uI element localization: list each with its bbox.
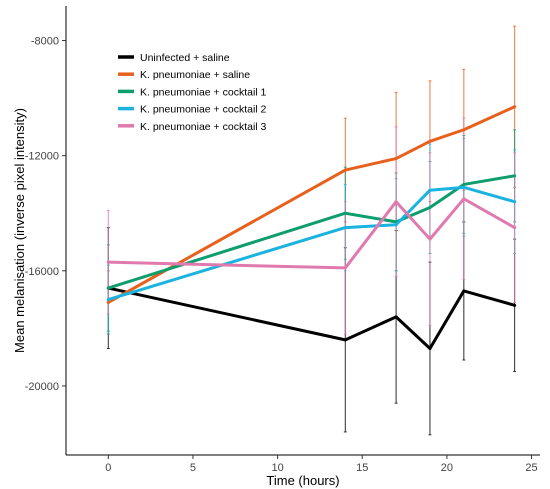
x-tick-label: 10 xyxy=(271,462,283,474)
x-axis-title: Time (hours) xyxy=(266,473,339,488)
data-point xyxy=(394,223,398,227)
legend-label: K. pneumoniae + cocktail 1 xyxy=(140,86,267,98)
x-tick-label: 5 xyxy=(190,462,196,474)
legend-label: K. pneumoniae + saline xyxy=(140,69,250,81)
data-point xyxy=(513,303,517,307)
data-point xyxy=(106,286,110,290)
data-point xyxy=(343,266,347,270)
data-point xyxy=(394,315,398,319)
legend-label: K. pneumoniae + cocktail 3 xyxy=(140,121,267,133)
data-point xyxy=(513,174,517,178)
series-line xyxy=(106,105,517,304)
series-lines xyxy=(106,105,517,351)
legend-label: Uninfected + saline xyxy=(140,52,230,64)
data-point xyxy=(513,226,517,230)
series-line xyxy=(106,286,517,351)
data-point xyxy=(428,237,432,241)
data-point xyxy=(343,168,347,172)
data-point xyxy=(106,300,110,304)
data-point xyxy=(394,157,398,161)
data-point xyxy=(462,185,466,189)
y-tick-label: -16000 xyxy=(25,266,59,278)
x-tick-label: 20 xyxy=(441,462,453,474)
y-tick-label: -8000 xyxy=(31,36,59,48)
data-point xyxy=(513,105,517,109)
data-point xyxy=(513,200,517,204)
data-point xyxy=(343,211,347,215)
data-point xyxy=(462,128,466,132)
series-line xyxy=(106,185,517,302)
y-axis-title: Mean melanisation (inverse pixel intensi… xyxy=(12,108,27,353)
data-point xyxy=(106,260,110,264)
x-tick-label: 15 xyxy=(356,462,368,474)
series-line xyxy=(106,197,517,270)
x-tick-label: 25 xyxy=(525,462,537,474)
legend-label: K. pneumoniae + cocktail 2 xyxy=(140,104,267,116)
data-point xyxy=(428,188,432,192)
data-point xyxy=(428,347,432,351)
series-line xyxy=(106,174,517,290)
data-point xyxy=(428,139,432,143)
data-point xyxy=(462,289,466,293)
data-point xyxy=(428,205,432,209)
legend: Uninfected + saline K. pneumoniae + salin… xyxy=(118,52,267,133)
data-point xyxy=(462,197,466,201)
axes: 0 5 10 15 20 25 -20000 -16000 -12000 -8000 xyxy=(25,6,540,474)
y-tick-label: -12000 xyxy=(25,151,59,163)
data-point xyxy=(343,226,347,230)
data-point xyxy=(462,182,466,186)
x-tick-label: 0 xyxy=(105,462,111,474)
data-point xyxy=(106,298,110,302)
y-tick-label: -20000 xyxy=(25,381,59,393)
data-point xyxy=(394,200,398,204)
data-point xyxy=(343,338,347,342)
